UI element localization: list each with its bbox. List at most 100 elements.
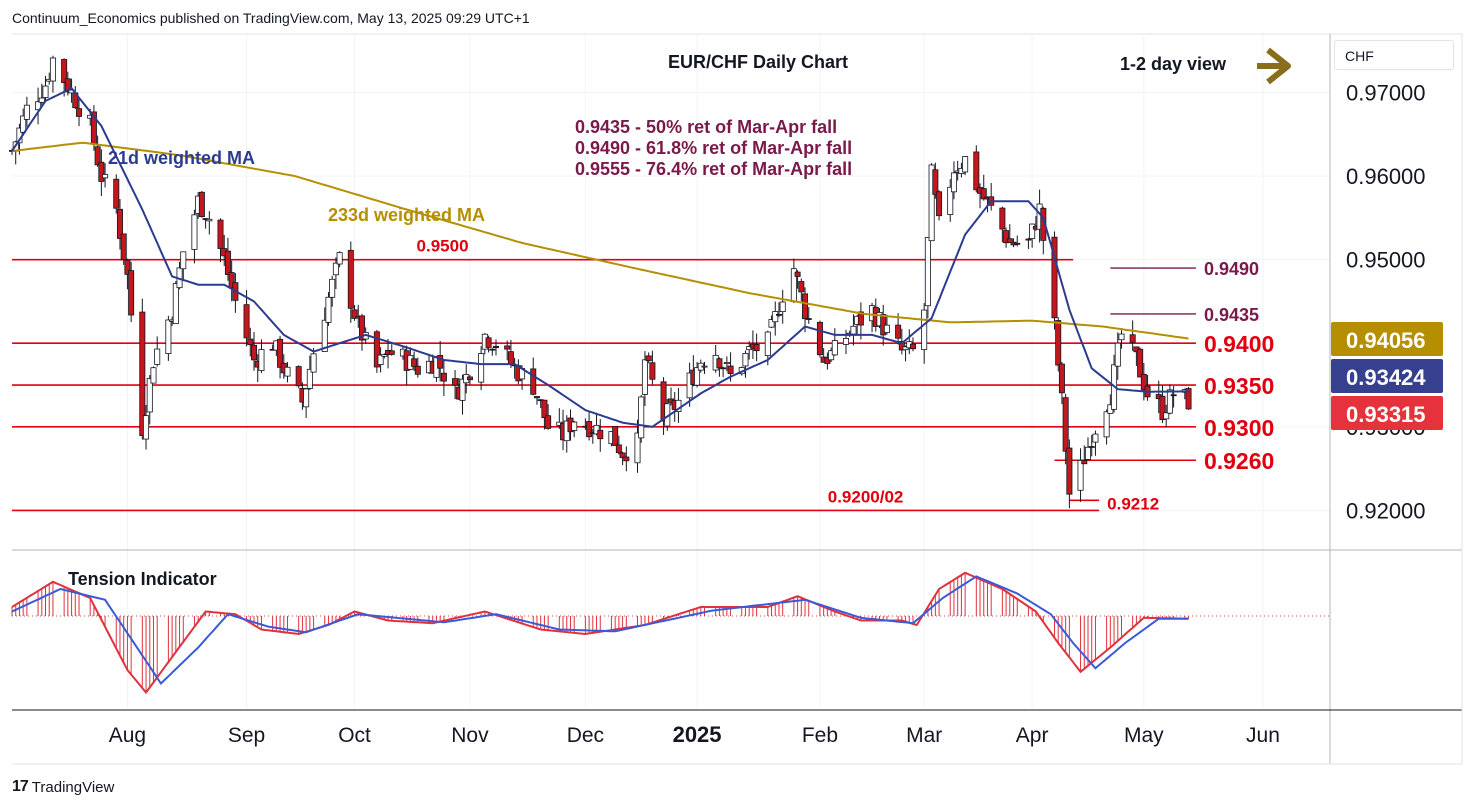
candle — [660, 377, 667, 435]
candle-body — [303, 388, 310, 408]
candle-body — [794, 271, 801, 277]
candle — [634, 419, 641, 473]
y-tick-label: 0.97000 — [1346, 81, 1426, 106]
price-badge: 0.94056 — [1331, 322, 1443, 356]
candle — [329, 275, 336, 307]
fib-annotation: 0.9435 - 50% ret of Mar-Apr fall — [575, 117, 837, 137]
candle-body — [76, 108, 83, 117]
candle-body — [880, 314, 887, 336]
candle — [49, 55, 56, 93]
level-label: 0.9400 — [1204, 331, 1274, 357]
candle-body — [332, 262, 339, 276]
candle-body — [902, 346, 909, 351]
candle-body — [623, 456, 630, 462]
x-tick-label: Sep — [228, 724, 265, 747]
candle — [1114, 332, 1121, 380]
candle-body — [586, 421, 593, 438]
price-badge-bg — [1331, 396, 1443, 430]
level-label: 0.9200/02 — [828, 487, 904, 506]
candle-body — [228, 272, 235, 288]
candle-body — [1029, 223, 1036, 239]
candle-body — [128, 270, 135, 316]
candle — [243, 290, 250, 347]
candle-body — [325, 296, 332, 323]
candle — [504, 340, 511, 361]
candle — [306, 355, 313, 391]
candle — [284, 362, 291, 383]
candle — [150, 366, 157, 384]
candle-body — [377, 354, 384, 365]
candle-body — [440, 372, 447, 382]
price-badge-bg — [1331, 322, 1443, 356]
candle-body — [831, 340, 838, 356]
candle — [351, 304, 358, 321]
candle-body — [1084, 446, 1091, 460]
tension-label: Tension Indicator — [68, 569, 217, 589]
x-tick-label: Jun — [1246, 724, 1280, 747]
candle — [1081, 445, 1088, 465]
candle-body — [49, 57, 56, 82]
candle — [1129, 320, 1136, 351]
candle-body — [351, 309, 358, 319]
candle-body — [154, 348, 161, 365]
candle — [20, 108, 27, 136]
candle-body — [1081, 459, 1088, 465]
candle-body — [816, 321, 823, 356]
candle — [1014, 235, 1021, 247]
candle — [641, 351, 648, 406]
x-tick-label: Feb — [802, 724, 838, 747]
candle — [277, 335, 284, 379]
currency-label[interactable]: CHF — [1334, 40, 1454, 70]
candle — [772, 301, 779, 336]
candle-body — [388, 350, 395, 355]
arrow-head — [1266, 47, 1291, 85]
candle — [924, 236, 931, 319]
candle — [206, 211, 213, 235]
candle-body — [898, 341, 905, 351]
candle — [437, 340, 444, 382]
candle — [686, 362, 693, 407]
candle-body — [947, 186, 954, 215]
candle-body — [1140, 373, 1147, 391]
candle-body — [284, 366, 291, 377]
candle-body — [723, 362, 730, 365]
candle-body — [493, 345, 500, 349]
candle-body — [329, 278, 336, 298]
candle — [802, 287, 809, 333]
candle-body — [768, 319, 775, 328]
candle — [485, 335, 492, 353]
candle-body — [1014, 242, 1021, 245]
level-label: 0.9500 — [417, 237, 469, 256]
candle-body — [850, 325, 857, 335]
candle-body — [1163, 412, 1170, 420]
candle — [466, 375, 473, 385]
candle — [303, 388, 310, 418]
candle-body — [504, 345, 511, 350]
y-tick-label: 0.92000 — [1346, 498, 1426, 523]
candle — [545, 404, 552, 430]
candle — [1051, 231, 1058, 330]
ma233-label: 233d weighted MA — [328, 205, 485, 225]
candle-body — [701, 365, 708, 368]
candle — [649, 350, 656, 385]
candle — [623, 446, 630, 472]
candle-body — [150, 367, 157, 384]
candle — [694, 361, 701, 388]
candle — [973, 145, 980, 193]
candle-body — [38, 97, 45, 103]
candle-body — [798, 281, 805, 293]
fib-annotation: 0.9555 - 76.4% ret of Mar-Apr fall — [575, 159, 852, 179]
candle — [139, 298, 146, 440]
candle-body — [924, 237, 931, 307]
candle — [586, 412, 593, 441]
candle — [38, 83, 45, 106]
candle — [1062, 393, 1069, 465]
candle-body — [61, 59, 68, 84]
candle-body — [1170, 394, 1177, 397]
candle — [720, 366, 727, 378]
candle — [228, 260, 235, 302]
candle-body — [165, 319, 172, 354]
candle-body — [727, 365, 734, 374]
candle-body — [999, 207, 1006, 230]
